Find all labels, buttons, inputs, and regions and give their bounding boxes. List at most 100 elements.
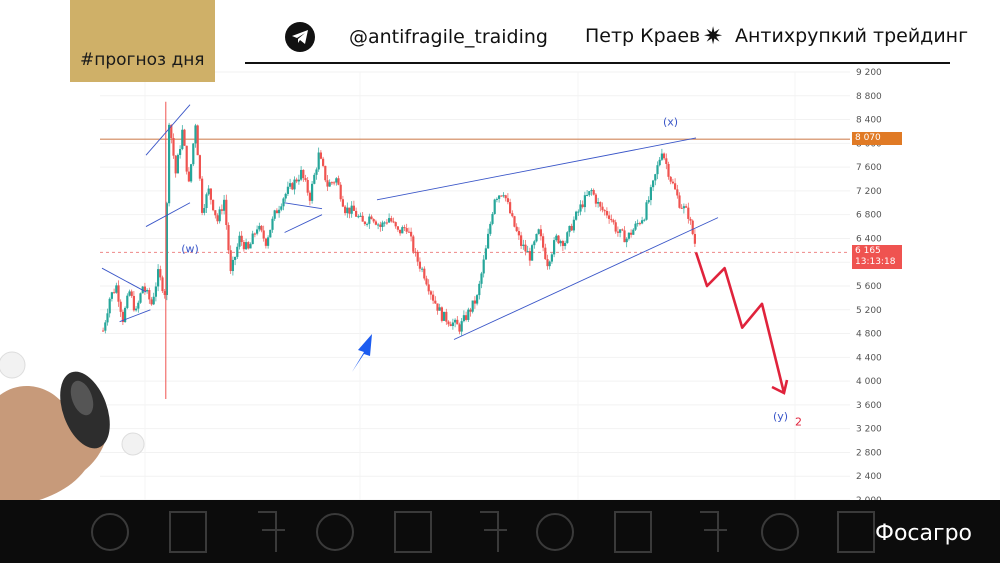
candle-body	[674, 183, 677, 190]
candle-body	[603, 210, 606, 212]
candle-body	[317, 152, 320, 170]
candle-body	[346, 207, 349, 214]
candle-body	[245, 242, 248, 250]
candle-body	[275, 210, 278, 214]
candle-body	[597, 202, 600, 204]
candle-body	[627, 232, 630, 239]
candle-body	[148, 290, 151, 300]
candle-body	[619, 229, 622, 233]
candle-body	[566, 232, 569, 243]
candle-body	[157, 269, 160, 287]
telegram-handle[interactable]: @antifragile_traiding	[349, 26, 548, 48]
forecast-path	[694, 252, 786, 394]
y-tick-label: 4 400	[856, 353, 882, 363]
candle-body	[337, 178, 340, 185]
candle-body	[264, 238, 267, 246]
candle-body	[113, 292, 116, 294]
brand-name: Антихрупкий трейдинг	[735, 25, 969, 47]
candle-body	[421, 268, 424, 270]
candle-body	[579, 204, 582, 212]
candle-body	[522, 244, 525, 246]
candle-body	[669, 176, 672, 182]
candle-body	[517, 231, 520, 236]
candle-body	[102, 330, 105, 332]
candle-body	[110, 292, 113, 299]
candle-body	[205, 194, 208, 209]
candle-body	[403, 227, 406, 229]
candle-body	[271, 218, 274, 230]
candle-body	[326, 180, 329, 187]
candle-body	[198, 155, 201, 179]
candles	[102, 101, 696, 399]
telegram-icon[interactable]	[285, 22, 315, 52]
candle-body	[663, 153, 666, 159]
candle-body	[313, 174, 316, 184]
candle-body	[443, 311, 446, 321]
candle-body	[324, 165, 327, 181]
candle-body	[511, 213, 514, 217]
candle-body	[172, 138, 175, 156]
candle-body	[240, 235, 243, 243]
candle-body	[194, 125, 197, 144]
candle-body	[341, 199, 344, 207]
candle-body	[106, 313, 109, 323]
candle-body	[447, 321, 450, 325]
candle-body	[636, 223, 639, 225]
candle-body	[427, 284, 430, 292]
chart-grid	[100, 71, 850, 501]
candle-body	[592, 190, 595, 195]
candle-body	[363, 221, 366, 225]
candle-body	[500, 195, 503, 197]
candle-body	[491, 213, 494, 224]
candle-body	[612, 220, 615, 223]
candle-body	[546, 259, 549, 267]
candle-body	[328, 182, 331, 187]
candle-body	[509, 202, 512, 214]
current-price-label: 6 165	[855, 246, 881, 257]
candle-body	[170, 124, 173, 139]
candle-body	[399, 229, 402, 234]
candle-body	[143, 286, 146, 292]
candle-body	[247, 242, 250, 249]
candle-body	[214, 210, 217, 216]
y-tick-label: 5 200	[856, 306, 882, 316]
candle-body	[152, 296, 155, 305]
candle-body	[493, 199, 496, 214]
candle-body	[339, 184, 342, 200]
candle-body	[196, 125, 199, 156]
candle-body	[594, 194, 597, 204]
candle-body	[130, 291, 133, 296]
candle-body	[374, 221, 377, 225]
candle-body	[293, 179, 296, 190]
candle-body	[176, 154, 179, 174]
ticker-name: Фосагро	[875, 521, 972, 546]
candle-body	[311, 183, 314, 201]
candle-body	[322, 158, 325, 166]
candle-body	[645, 202, 648, 220]
candle-body	[163, 291, 166, 295]
candle-body	[614, 222, 617, 232]
candle-body	[117, 285, 120, 302]
candle-body	[258, 225, 261, 230]
candle-body	[388, 218, 391, 223]
candle-body	[528, 251, 531, 261]
candle-body	[236, 246, 239, 257]
candle-body	[471, 300, 474, 312]
candle-body	[137, 302, 140, 309]
candle-body	[513, 216, 516, 227]
candle-body	[344, 206, 347, 214]
candle-body	[150, 299, 153, 305]
candle-body	[154, 286, 157, 297]
candle-body	[575, 211, 578, 220]
candle-body	[212, 199, 215, 211]
candle-body	[539, 229, 542, 237]
timer-label: 13:13:18	[855, 257, 896, 268]
candle-body	[506, 198, 509, 203]
candle-body	[555, 235, 558, 241]
candle-body	[610, 218, 613, 221]
candle-body	[383, 222, 386, 224]
candle-body	[192, 143, 195, 165]
candle-body	[203, 208, 206, 213]
blue-arrow-icon	[352, 334, 372, 372]
candle-body	[467, 309, 470, 320]
